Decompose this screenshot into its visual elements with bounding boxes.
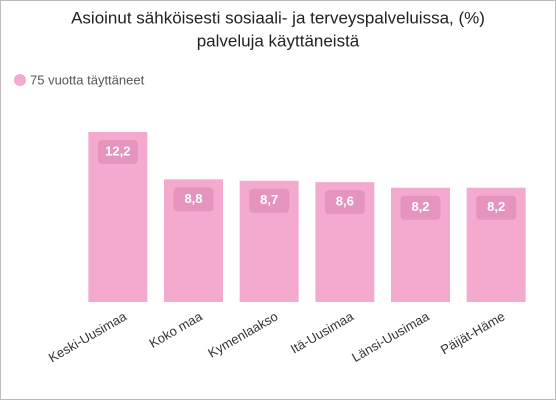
value-label: 8,2	[487, 199, 505, 214]
chart-title: palveluja käyttäneistä	[197, 31, 360, 50]
value-label: 8,6	[336, 194, 354, 209]
value-label-box	[324, 190, 365, 215]
value-label-box	[400, 195, 441, 220]
chart-title: Asioinut sähköisesti sosiaali- ja tervey…	[71, 8, 485, 27]
value-label: 8,8	[184, 191, 202, 206]
value-label-box	[173, 187, 214, 212]
value-label-box	[476, 195, 517, 220]
value-label: 8,2	[411, 199, 429, 214]
legend-label: 75 vuotta täyttäneet	[30, 72, 145, 87]
value-label-box	[249, 188, 290, 213]
value-label: 12,2	[105, 143, 130, 158]
value-label: 8,7	[260, 192, 278, 207]
value-label-box	[97, 140, 138, 164]
legend-marker	[14, 74, 26, 86]
